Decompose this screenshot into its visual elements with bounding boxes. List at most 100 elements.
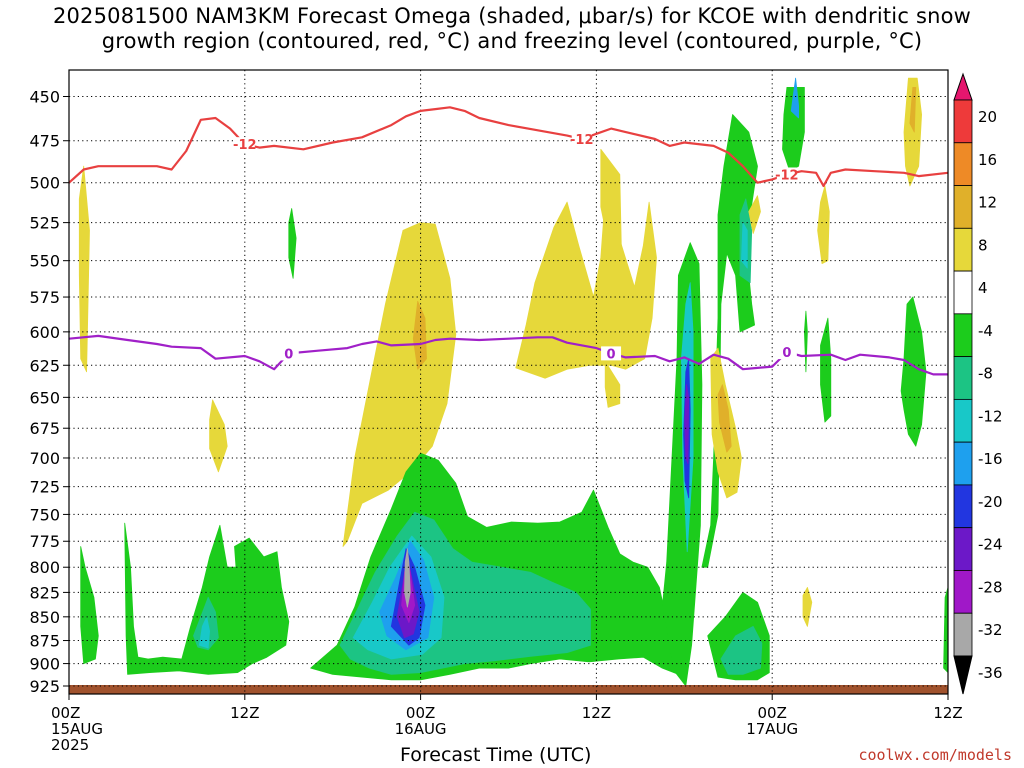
y-tick-label-600: 600 [29, 323, 60, 342]
omega-region-26 [741, 222, 748, 269]
omega-shading-layer [78, 77, 948, 687]
colorbar-label-13: -36 [978, 664, 1003, 682]
y-tick-label-900: 900 [29, 655, 60, 674]
pressure-axis: 450 475 500 525 550 575 600 625 650 675 700 725 750 7… [29, 88, 69, 696]
colorbar-bottom-arrow [953, 655, 973, 695]
omega-region-5 [515, 185, 657, 379]
y-tick-label-450: 450 [29, 88, 60, 107]
colorbar-segment-2 [953, 142, 973, 186]
contour-line-1 [69, 334, 948, 376]
y-tick-label-475: 475 [29, 132, 60, 151]
colorbar-label-11: -28 [978, 578, 1003, 596]
colorbar-segment-4 [953, 227, 973, 272]
colorbar-segment-7 [953, 356, 973, 400]
colorbar-segment-11 [953, 527, 973, 571]
colorbar-label-9: -20 [978, 493, 1003, 511]
contour-label-bg-1-2 [776, 345, 797, 360]
colorbar-label-5: -4 [978, 322, 993, 340]
x-tick-label-60-0: 12Z [933, 704, 962, 722]
x-tick-label-24-0: 00Z [406, 704, 435, 722]
omega-region-17 [124, 522, 290, 675]
omega-region-28 [717, 384, 732, 453]
colorbar-segment-1 [953, 99, 973, 144]
colorbar-label-10: -24 [978, 536, 1003, 554]
omega-region-0 [78, 165, 90, 373]
x-tick-label-12-0: 12Z [230, 704, 259, 722]
y-tick-label-500: 500 [29, 174, 60, 193]
omega-region-32 [790, 77, 799, 119]
y-tick-label-750: 750 [29, 505, 60, 524]
y-tick-label-775: 775 [29, 532, 60, 551]
omega-region-7 [604, 360, 621, 408]
y-tick-label-800: 800 [29, 558, 60, 577]
terrain-layer [69, 685, 948, 694]
colorbar-segment-9 [953, 441, 973, 486]
colorbar-label-12: -32 [978, 621, 1003, 639]
omega-region-29 [748, 195, 761, 234]
y-tick-label-525: 525 [29, 214, 60, 233]
colorbar-segment-3 [953, 185, 973, 229]
x-tick-label-36-0: 12Z [582, 704, 611, 722]
colorbar-label-1: 16 [978, 151, 997, 169]
contour-label-bg-0-2 [776, 167, 797, 182]
y-tick-label-625: 625 [29, 356, 60, 375]
omega-region-4 [412, 300, 427, 370]
contour-label-bg-1-0 [278, 346, 299, 361]
omega-region-38 [802, 587, 813, 627]
contour-line-0 [69, 106, 948, 188]
y-tick-label-875: 875 [29, 632, 60, 651]
omega-region-6 [600, 148, 622, 259]
colorbar-label-6: -8 [978, 365, 993, 383]
omega-region-41 [943, 587, 948, 673]
contour-label-bg-0-0 [234, 137, 255, 152]
grid-layer [69, 70, 948, 694]
contour-layer: -12 -12 -12 0 0 0 [69, 106, 948, 376]
colorbar-segment-5 [953, 270, 973, 315]
plot-frame [68, 69, 949, 695]
colorbar-segment-13 [953, 612, 973, 657]
colorbar-label-2: 12 [978, 194, 997, 212]
chart-title: 2025081500 NAM3KM Forecast Omega (shaded… [0, 4, 1024, 54]
y-tick-label-850: 850 [29, 608, 60, 627]
chart-title-line-2: growth region (contoured, red, °C) and f… [101, 29, 923, 53]
contour-label-0-1: -12 [570, 133, 594, 148]
omega-region-30 [817, 185, 830, 265]
contour-label-0-2: -12 [775, 168, 799, 183]
colorbar-label-3: 8 [978, 236, 988, 254]
omega-region-1 [288, 208, 297, 279]
omega-region-3 [342, 222, 457, 547]
colorbar: 20 16 12 8 4 -4 -8 -12 -16 -20 -24 -28 -32 -36 [953, 72, 1003, 695]
colorbar-top-arrow [953, 72, 973, 101]
omega-region-40 [720, 626, 763, 675]
contour-label-bg-1-1 [601, 346, 622, 361]
colorbar-segment-12 [953, 570, 973, 614]
terrain-strip [69, 685, 948, 694]
x-tick-label-24-1: 16AUG [395, 720, 447, 738]
contour-label-1-1: 0 [607, 347, 616, 362]
contour-label-bg-0-1 [571, 132, 592, 147]
chart-title-line-1: 2025081500 NAM3KM Forecast Omega (shaded… [52, 4, 972, 28]
colorbar-label-0: 20 [978, 108, 997, 126]
colorbar-segment-10 [953, 484, 973, 529]
contour-label-1-0: 0 [284, 347, 293, 362]
y-tick-label-675: 675 [29, 419, 60, 438]
contour-label-1-2: 0 [782, 346, 791, 361]
x-tick-label-48-0: 00Z [758, 704, 787, 722]
omega-region-35 [820, 317, 832, 423]
colorbar-segment-8 [953, 398, 973, 443]
x-tick-label-0-0: 00Z [51, 704, 80, 722]
y-tick-label-650: 650 [29, 388, 60, 407]
x-tick-label-48-1: 17AUG [746, 720, 798, 738]
x-tick-label-0-1: 15AUG [51, 720, 103, 738]
omega-region-23 [684, 384, 690, 465]
omega-region-20 [661, 242, 703, 687]
x-axis-title: Forecast Time (UTC) [400, 744, 592, 766]
omega-region-2 [209, 399, 228, 473]
colorbar-label-4: 4 [978, 279, 988, 297]
contour-label-0-0: -12 [233, 138, 257, 153]
omega-region-36 [804, 310, 808, 373]
x-tick-label-0-2: 2025 [51, 736, 89, 754]
y-tick-label-825: 825 [29, 583, 60, 602]
